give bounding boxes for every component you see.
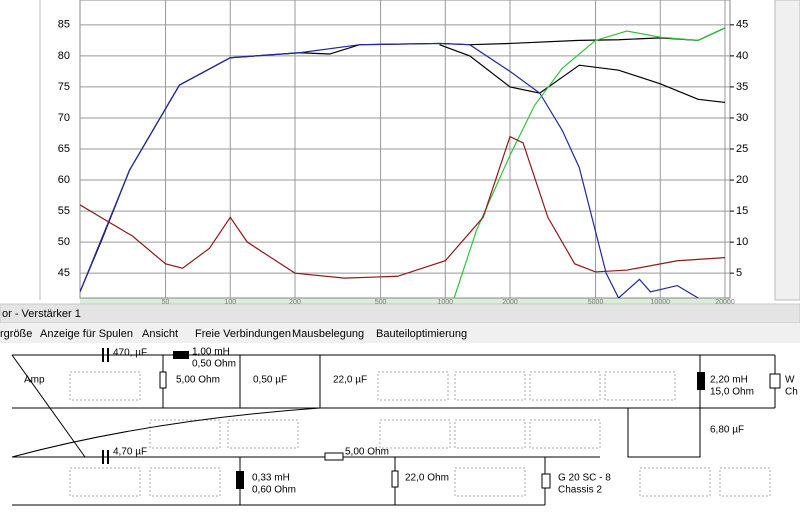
component-label: 15,0 Ohm bbox=[710, 387, 754, 398]
component-label: 22,0 Ohm bbox=[405, 473, 449, 484]
y2-tick-label: 40 bbox=[736, 50, 748, 62]
component-label: 470, µF bbox=[113, 348, 147, 359]
menu-item[interactable]: Freie Verbindungen bbox=[195, 328, 291, 340]
y2-tick-label: 5 bbox=[736, 267, 742, 279]
component-label: 1,00 mH bbox=[192, 347, 230, 358]
y-tick-label: 45 bbox=[58, 267, 70, 279]
curve bbox=[439, 44, 726, 104]
x-tick-label: 1000 bbox=[437, 299, 453, 306]
y2-tick-label: 20 bbox=[736, 174, 748, 186]
y-tick-label: 85 bbox=[58, 19, 70, 31]
component-slots bbox=[69, 371, 771, 497]
x-tick-label: 10000 bbox=[651, 299, 671, 306]
menu-item[interactable]: Anzeige für Spulen bbox=[40, 328, 133, 340]
curve bbox=[80, 42, 699, 298]
component-label: Chassis 2 bbox=[558, 485, 602, 496]
component-label: 5,00 Ohm bbox=[345, 447, 389, 458]
component-label: 2,20 mH bbox=[710, 375, 748, 386]
y-tick-label: 65 bbox=[58, 143, 70, 155]
y2-tick-label: 45 bbox=[736, 19, 748, 31]
window-title: or - Verstärker 1 bbox=[2, 308, 81, 320]
component-label: Amp bbox=[24, 375, 45, 386]
menu-item[interactable]: rgröße bbox=[0, 328, 32, 340]
component-label: 5,00 Ohm bbox=[176, 375, 220, 386]
resistors bbox=[159, 371, 781, 489]
component-label: 0,60 Ohm bbox=[252, 485, 296, 496]
y2-tick-label: 30 bbox=[736, 112, 748, 124]
menu-bar bbox=[0, 323, 800, 343]
x-tick-label: 2000 bbox=[502, 299, 518, 306]
x-tick-label: 500 bbox=[375, 299, 387, 306]
x-tick-label: 5000 bbox=[588, 299, 604, 306]
side-panel bbox=[774, 0, 800, 301]
menu-item[interactable]: Mausbelegung bbox=[292, 328, 364, 340]
y2-tick-label: 10 bbox=[736, 236, 748, 248]
components bbox=[102, 348, 705, 489]
component-label: 0,33 mH bbox=[252, 473, 290, 484]
menu-item[interactable]: Ansicht bbox=[142, 328, 178, 340]
x-tick-label: 50 bbox=[162, 299, 170, 306]
y2-tick-label: 15 bbox=[736, 205, 748, 217]
y2-tick-label: 35 bbox=[736, 81, 748, 93]
y-tick-label: 60 bbox=[58, 174, 70, 186]
curve bbox=[453, 27, 726, 298]
x-tick-label: 200 bbox=[289, 299, 301, 306]
component-label: Ch bbox=[785, 387, 798, 398]
y-tick-label: 75 bbox=[58, 81, 70, 93]
y-tick-label: 50 bbox=[58, 236, 70, 248]
component-label: 0,50 µF bbox=[253, 375, 287, 386]
circuit-area bbox=[0, 343, 800, 515]
x-axis-strip bbox=[80, 298, 730, 305]
component-label: G 20 SC - 8 bbox=[558, 473, 611, 484]
component-label: 0,50 Ohm bbox=[192, 359, 236, 370]
y2-tick-label: 25 bbox=[736, 143, 748, 155]
x-tick-label: 100 bbox=[224, 299, 236, 306]
title-bar bbox=[0, 303, 800, 324]
component-label: W bbox=[785, 375, 795, 386]
y-tick-label: 55 bbox=[58, 205, 70, 217]
menu-item[interactable]: Bauteiloptimierung bbox=[376, 328, 467, 340]
curve bbox=[80, 135, 726, 279]
x-tick-label: 20000 bbox=[715, 299, 735, 306]
component-label: 6,80 µF bbox=[710, 425, 744, 436]
y-tick-label: 80 bbox=[58, 50, 70, 62]
component-label: 4,70 µF bbox=[113, 447, 147, 458]
y-tick-label: 70 bbox=[58, 112, 70, 124]
component-label: 22,0 µF bbox=[333, 375, 367, 386]
